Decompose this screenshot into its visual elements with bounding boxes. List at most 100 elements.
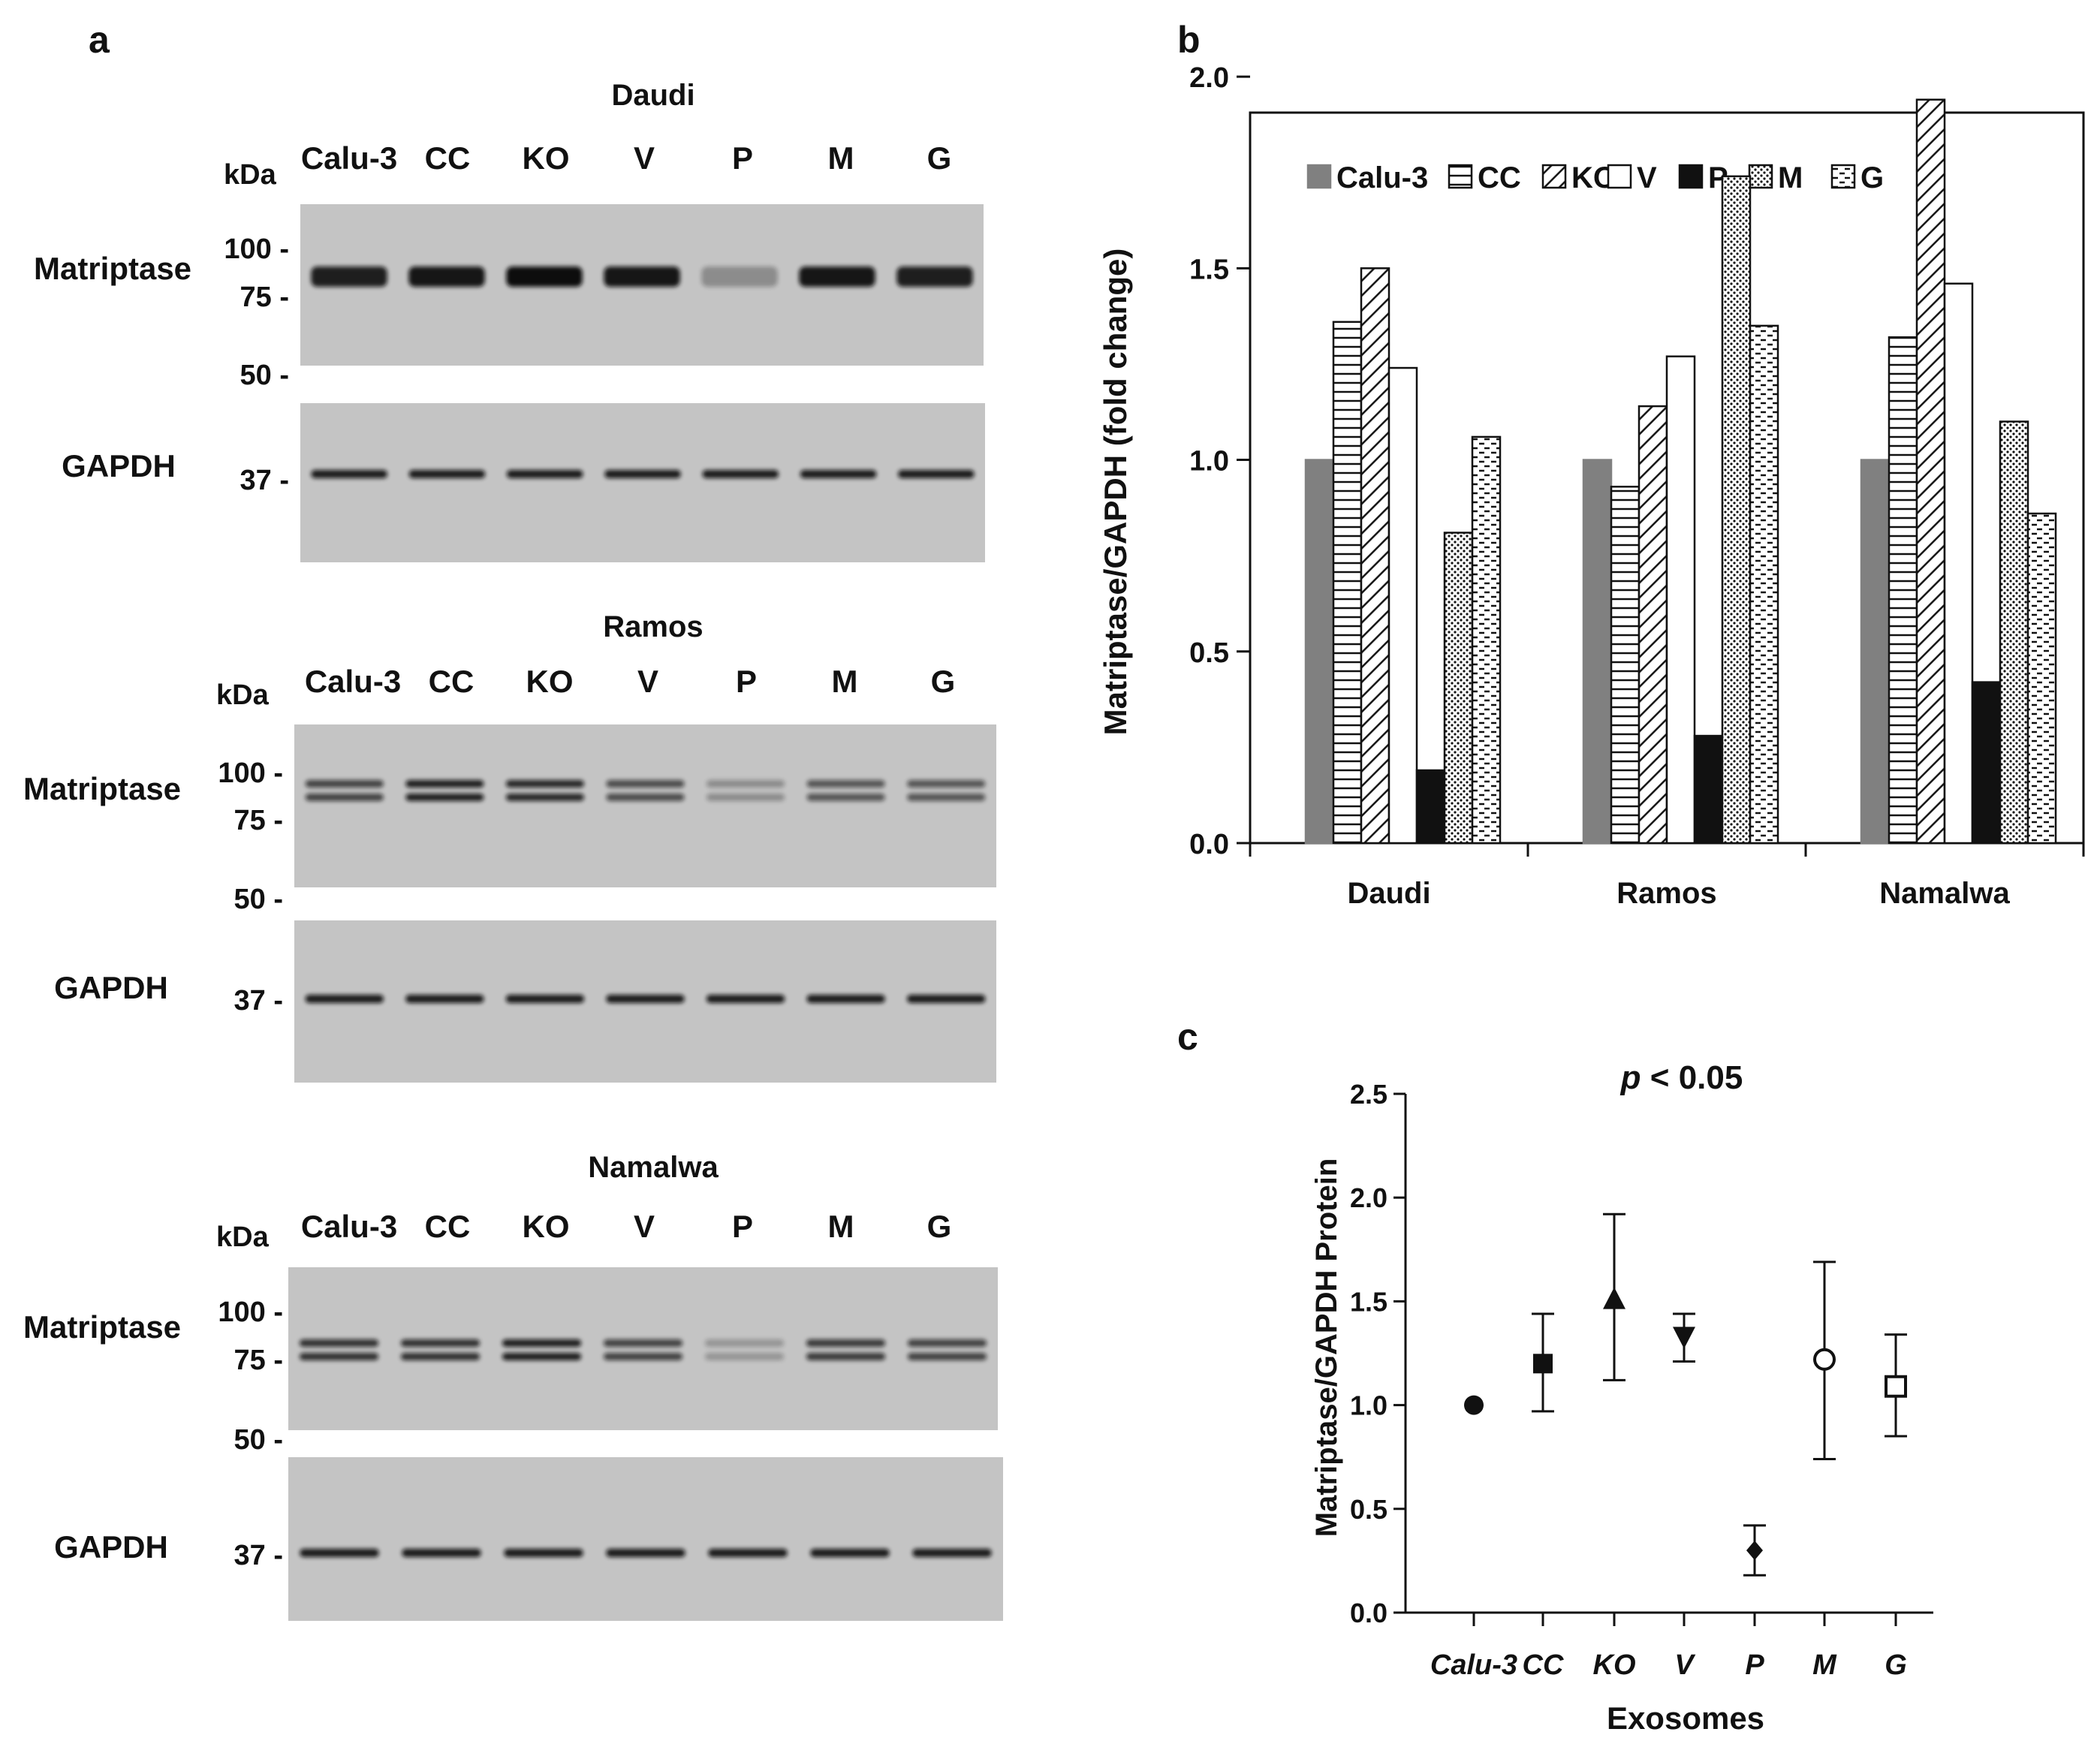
- scatter-y-tick-label-4: 2.0: [1350, 1182, 1387, 1213]
- bar-category-label-daudi: Daudi: [1347, 877, 1430, 910]
- lane-label-ramos-2: KO: [526, 664, 574, 699]
- bar-y-tick-label-3: 1.5: [1189, 254, 1229, 285]
- row-label-matriptase-ramos: Matriptase: [23, 771, 181, 806]
- band-matriptase-namalwa-0-upper: [299, 1339, 379, 1347]
- scatter-x-tick-label-g: G: [1885, 1649, 1907, 1681]
- band-matriptase-namalwa-4-upper: [704, 1339, 785, 1347]
- lane-label-namalwa-5: M: [828, 1209, 854, 1244]
- band-matriptase-namalwa-6-lower: [907, 1353, 987, 1360]
- band-matriptase-namalwa-6-upper: [907, 1339, 987, 1347]
- bar-y-tick-label-4: 2.0: [1189, 62, 1229, 94]
- bar-daudi-p: [1415, 769, 1446, 845]
- blot-membrane-matriptase-namalwa: [288, 1267, 998, 1430]
- band-matriptase-ramos-1-upper: [405, 780, 484, 788]
- bar-namalwa-cc: [1888, 336, 1918, 845]
- scatter-x-tick-label-calu-3: Calu-3: [1430, 1649, 1517, 1681]
- legend-swatch-ko: [1541, 164, 1567, 189]
- marker-75-daudi: 75 -: [240, 282, 289, 313]
- bar-chart-legend: Calu-3 CC KO V P M G: [1306, 161, 1884, 194]
- lane-label-daudi-2: KO: [523, 140, 570, 176]
- bar-chart-axes: 0.0 0.5 1.0 1.5 2.0 Daudi Ramos Namalwa: [1189, 62, 2085, 910]
- lane-label-namalwa-1: CC: [425, 1209, 471, 1244]
- scatter-title-p: p: [1620, 1059, 1641, 1096]
- blot-title-daudi: Daudi: [611, 79, 694, 112]
- row-label-gapdh-daudi: GAPDH: [62, 448, 176, 483]
- scatter-y-axis-label: Matriptase/GAPDH Protein: [1310, 1158, 1343, 1538]
- marker-100-ramos: 100 -: [218, 758, 283, 789]
- row-label-gapdh-namalwa: GAPDH: [54, 1529, 168, 1565]
- bar-namalwa-m: [1999, 420, 2029, 845]
- band-matriptase-daudi-6: [896, 267, 973, 287]
- legend-label-m: M: [1778, 161, 1803, 194]
- legend-label-cc: CC: [1478, 161, 1521, 194]
- marker-50-ramos: 50 -: [234, 884, 283, 915]
- band-matriptase-namalwa-4-lower: [704, 1353, 785, 1360]
- bar-namalwa-calu-3: [1860, 459, 1891, 845]
- band-matriptase-namalwa-2-upper: [502, 1339, 582, 1347]
- lane-label-daudi-5: M: [828, 140, 854, 176]
- band-matriptase-ramos-5-upper: [806, 780, 885, 788]
- band-matriptase-ramos-5-lower: [806, 794, 885, 801]
- band-gapdh-namalwa-5: [810, 1549, 890, 1557]
- band-matriptase-daudi-5: [799, 267, 875, 287]
- lane-label-daudi-1: CC: [425, 140, 471, 176]
- band-matriptase-namalwa-3-lower: [603, 1353, 683, 1360]
- band-matriptase-namalwa-1-lower: [400, 1353, 481, 1360]
- band-matriptase-ramos-4-upper: [706, 780, 785, 788]
- scatter-x-tick-label-ko: KO: [1593, 1649, 1636, 1681]
- band-gapdh-namalwa-3: [606, 1549, 685, 1557]
- band-gapdh-daudi-5: [800, 470, 877, 478]
- bar-namalwa-p: [1971, 681, 2002, 845]
- bar-daudi-cc: [1332, 321, 1363, 845]
- scatter-y-tick-label-5: 2.5: [1350, 1079, 1387, 1110]
- bar-y-tick-label-2: 1.0: [1189, 446, 1229, 477]
- bar-ramos-g: [1749, 324, 1779, 845]
- blot-membrane-gapdh-namalwa: [288, 1457, 1003, 1621]
- row-label-gapdh-ramos: GAPDH: [54, 970, 168, 1005]
- marker-37-namalwa: 37 -: [234, 1540, 283, 1571]
- band-matriptase-ramos-3-lower: [606, 794, 685, 801]
- band-gapdh-ramos-5: [806, 995, 885, 1003]
- band-matriptase-namalwa-5-lower: [806, 1353, 886, 1360]
- bar-category-label-ramos: Ramos: [1616, 877, 1716, 910]
- lane-label-ramos-3: V: [637, 664, 658, 699]
- lane-label-ramos-6: G: [931, 664, 956, 699]
- blot-title-ramos: Ramos: [603, 610, 703, 643]
- legend-label-v: V: [1637, 161, 1657, 194]
- scatter-chart: p < 0.05 0.0 0.5 1.0 1.5 2.0 2.5 Calu-3 CC KO V P M…: [1310, 1059, 1933, 1736]
- bar-y-tick-label-0: 0.0: [1189, 829, 1229, 860]
- legend-label-calu-3: Calu-3: [1336, 161, 1428, 194]
- lane-label-namalwa-2: KO: [523, 1209, 570, 1244]
- marker-75-namalwa: 75 -: [234, 1345, 283, 1376]
- lane-label-namalwa-6: G: [927, 1209, 952, 1244]
- legend-swatch-v: [1607, 164, 1632, 189]
- scatter-axes: 0.0 0.5 1.0 1.5 2.0 2.5 Calu-3 CC KO V P M G: [1350, 1079, 1933, 1681]
- legend-swatch-m: [1748, 164, 1773, 189]
- bar-ramos-m: [1721, 175, 1752, 845]
- blot-membrane-matriptase-ramos: [294, 724, 996, 887]
- bar-ramos-cc: [1610, 486, 1641, 845]
- band-gapdh-daudi-1: [408, 470, 486, 478]
- lane-label-ramos-1: CC: [429, 664, 475, 699]
- kda-label-ramos: kDa: [216, 679, 270, 711]
- marker-50-namalwa: 50 -: [234, 1424, 283, 1456]
- band-matriptase-namalwa-1-upper: [400, 1339, 481, 1347]
- legend-swatch-p: [1678, 164, 1704, 189]
- band-gapdh-ramos-6: [907, 995, 986, 1003]
- band-matriptase-daudi-0: [311, 267, 387, 287]
- band-matriptase-ramos-2-upper: [505, 780, 585, 788]
- band-matriptase-ramos-0-lower: [305, 794, 384, 801]
- band-gapdh-ramos-3: [606, 995, 685, 1003]
- band-gapdh-ramos-2: [505, 995, 585, 1003]
- band-matriptase-daudi-3: [604, 267, 680, 287]
- scatter-y-tick-label-3: 1.5: [1350, 1286, 1387, 1317]
- bar-chart-bars: [1304, 98, 2057, 845]
- scatter-x-tick-label-v: V: [1674, 1649, 1695, 1681]
- bar-y-tick-label-1: 0.5: [1189, 637, 1229, 669]
- band-gapdh-ramos-1: [405, 995, 484, 1003]
- blot-title-namalwa: Namalwa: [588, 1151, 719, 1184]
- band-matriptase-daudi-1: [408, 267, 485, 287]
- bar-daudi-calu-3: [1304, 459, 1335, 845]
